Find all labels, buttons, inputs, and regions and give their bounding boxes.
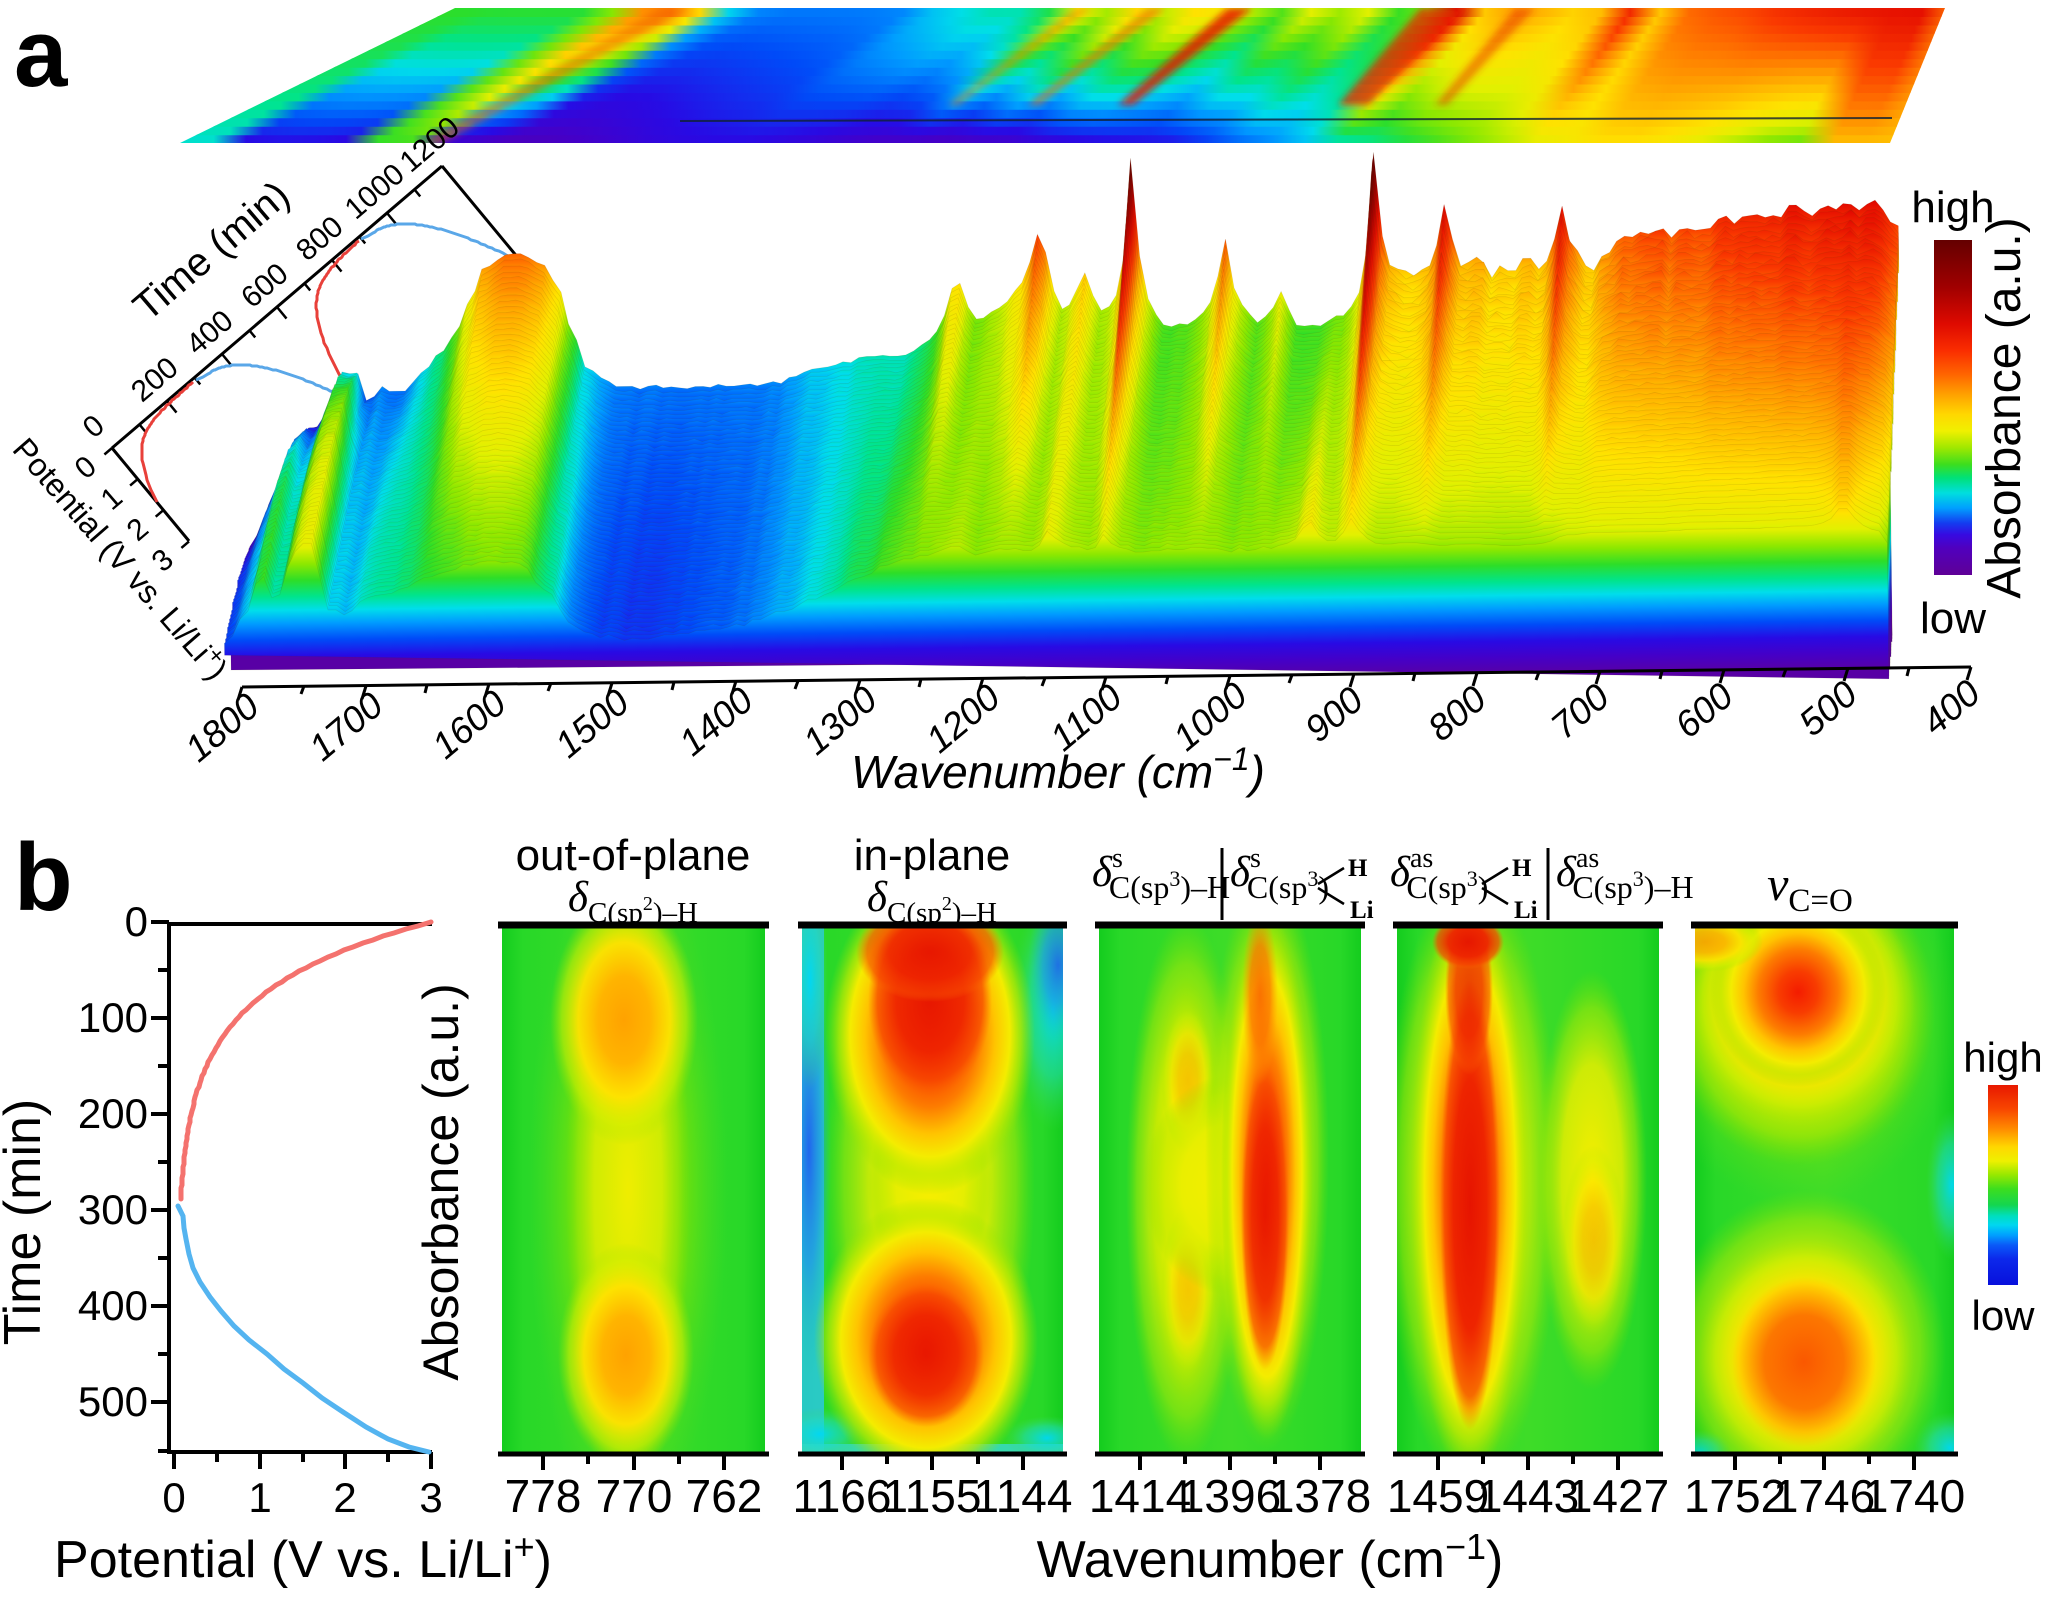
svg-text:770: 770 (596, 1470, 673, 1522)
svg-text:Potential (V vs. Li/Li+): Potential (V vs. Li/Li+) (54, 1526, 552, 1589)
svg-text:δsC(sp3): δs C(sp3) (1230, 843, 1329, 905)
svg-text:a: a (14, 0, 68, 107)
svg-text:high: high (1963, 1034, 2042, 1081)
svg-text:1396: 1396 (1179, 1470, 1281, 1522)
svg-text:νC=O: νC=O (1767, 858, 1853, 919)
svg-text:Li: Li (1350, 897, 1374, 924)
svg-text:δC(sp2)–H: δC(sp2)–H (867, 874, 997, 929)
svg-text:1155: 1155 (883, 1470, 982, 1522)
svg-text:H: H (1348, 855, 1368, 882)
svg-text:762: 762 (686, 1470, 763, 1522)
svg-text:in-plane: in-plane (854, 831, 1011, 880)
svg-text:400: 400 (78, 1282, 148, 1329)
svg-text:1144: 1144 (974, 1470, 1073, 1522)
svg-text:1378: 1378 (1269, 1470, 1371, 1522)
svg-text:high: high (1911, 183, 1994, 232)
svg-text:100: 100 (78, 994, 148, 1041)
svg-text:200: 200 (78, 1090, 148, 1137)
svg-text:1414: 1414 (1089, 1470, 1191, 1522)
svg-text:Wavenumber (cm−1): Wavenumber (cm−1) (1037, 1526, 1504, 1589)
svg-text:1443: 1443 (1477, 1470, 1579, 1522)
svg-text:low: low (1920, 594, 1986, 643)
svg-text:1427: 1427 (1567, 1470, 1669, 1522)
svg-text:Time (min): Time (min) (0, 1099, 52, 1346)
svg-text:1740: 1740 (1863, 1470, 1965, 1522)
svg-text:low: low (1971, 1292, 2035, 1339)
svg-text:Wavenumber (cm−1): Wavenumber (cm−1) (851, 741, 1265, 798)
svg-text:Li: Li (1514, 897, 1538, 924)
svg-text:300: 300 (78, 1186, 148, 1233)
svg-text:1746: 1746 (1773, 1470, 1875, 1522)
svg-text:0: 0 (125, 898, 148, 945)
svg-text:b: b (14, 824, 73, 931)
svg-text:δC(sp2)–H: δC(sp2)–H (568, 874, 698, 929)
svg-text:1459: 1459 (1387, 1470, 1489, 1522)
svg-text:2: 2 (333, 1474, 356, 1521)
svg-text:out-of-plane: out-of-plane (516, 831, 751, 880)
svg-text:1: 1 (248, 1474, 271, 1521)
svg-text:500: 500 (78, 1378, 148, 1425)
svg-text:Absorbance (a.u.): Absorbance (a.u.) (413, 983, 469, 1380)
svg-text:3: 3 (419, 1474, 442, 1521)
svg-text:Absorbance (a.u.): Absorbance (a.u.) (1978, 217, 2031, 599)
svg-text:1752: 1752 (1684, 1470, 1786, 1522)
svg-text:1166: 1166 (793, 1470, 892, 1522)
svg-text:0: 0 (162, 1474, 185, 1521)
svg-text:H: H (1512, 855, 1532, 882)
svg-text:778: 778 (505, 1470, 582, 1522)
